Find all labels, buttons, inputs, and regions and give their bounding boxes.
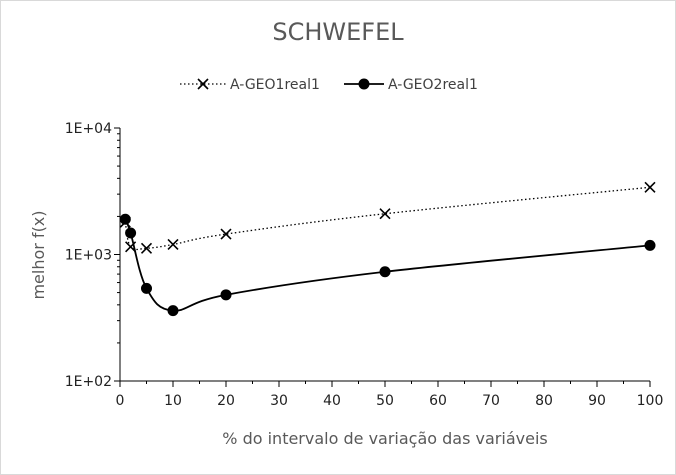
legend-marker: [358, 78, 370, 90]
x-marker-stroke: [167, 238, 179, 251]
data-point: [167, 238, 179, 251]
data-point: [125, 227, 137, 239]
data-point: [220, 289, 232, 301]
series-1: [119, 181, 656, 254]
x-tick-label: 0: [116, 393, 125, 409]
legend-item: A-GEO2real1: [344, 77, 478, 93]
data-point: [119, 213, 131, 225]
legend-marker: [197, 78, 209, 90]
axes: 1E+02 1E+03 1E+04 0 10 20 30 40 50 60 70 80 90 100: [65, 121, 664, 409]
x-tick-label: 30: [270, 393, 288, 409]
chart-title: SCHWEFEL: [272, 18, 404, 46]
y-tick-label: 1E+02: [65, 374, 112, 390]
x-marker-stroke: [644, 181, 656, 193]
x-marker-stroke: [379, 208, 391, 220]
y-tick-label: 1E+04: [65, 121, 112, 137]
x-tick-label: 70: [482, 393, 500, 409]
x-marker-stroke: [220, 228, 232, 240]
x-tick-label: 80: [535, 393, 553, 409]
series-line: [124, 186, 651, 251]
data-point: [379, 266, 391, 278]
data-point: [379, 208, 391, 220]
x-tick-label: 40: [323, 393, 341, 409]
x-axis-title: % do intervalo de variação das variáveis: [222, 429, 547, 448]
x-tick-label: 20: [217, 393, 235, 409]
legend-label: A-GEO1real1: [230, 77, 320, 93]
y-axis-title: melhor f(x): [29, 210, 48, 299]
data-point: [644, 239, 656, 251]
x-marker-stroke: [197, 78, 209, 90]
x-tick-label: 10: [164, 393, 182, 409]
x-tick-label: 100: [637, 393, 664, 409]
x-marker-stroke: [140, 242, 153, 254]
x-tick-label: 60: [429, 393, 447, 409]
data-point: [141, 282, 152, 294]
data-point: [140, 242, 153, 254]
data-point: [644, 181, 656, 193]
x-tick-label: 90: [588, 393, 606, 409]
series-2: [119, 213, 656, 317]
legend: A-GEO1real1 A-GEO2real1: [180, 77, 478, 93]
data-point: [167, 305, 179, 317]
series-line: [124, 218, 651, 312]
legend-item: A-GEO1real1: [180, 77, 320, 93]
legend-label: A-GEO2real1: [388, 77, 478, 93]
series-layer: [119, 181, 656, 317]
x-tick-label: 50: [376, 393, 394, 409]
y-tick-label: 1E+03: [65, 248, 112, 264]
data-point: [220, 228, 232, 240]
